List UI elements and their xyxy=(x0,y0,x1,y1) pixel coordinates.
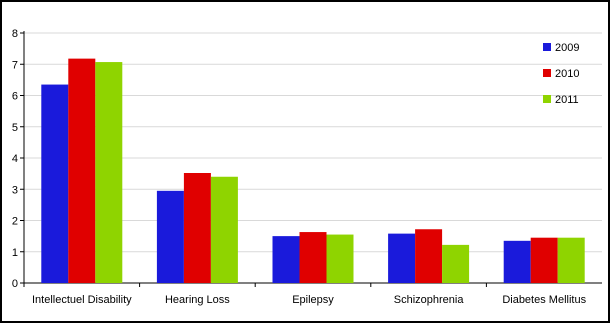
bar-2010-4 xyxy=(530,237,558,283)
y-tick-label: 2 xyxy=(12,216,18,228)
bar-2011-2 xyxy=(326,234,354,283)
y-tick-label: 4 xyxy=(12,153,18,165)
x-tick-label: Hearing Loss xyxy=(165,294,230,306)
bar-2010-0 xyxy=(68,58,96,283)
legend-swatch-2009 xyxy=(543,43,551,51)
bar-2010-2 xyxy=(299,232,327,283)
legend-label-2009: 2009 xyxy=(555,42,579,54)
y-tick-label: 7 xyxy=(12,59,18,71)
legend-label-2011: 2011 xyxy=(555,94,579,106)
y-tick-label: 1 xyxy=(12,247,18,259)
bar-2010-1 xyxy=(183,173,211,283)
bar-2009-4 xyxy=(503,240,531,283)
bar-2009-3 xyxy=(388,233,416,283)
y-tick-label: 0 xyxy=(12,278,18,290)
legend-label-2010: 2010 xyxy=(555,68,579,80)
bar-2009-0 xyxy=(41,84,69,283)
x-tick-label: Diabetes Mellitus xyxy=(502,294,586,306)
x-tick-label: Epilepsy xyxy=(292,294,334,306)
bar-2010-3 xyxy=(415,229,443,283)
bar-2011-0 xyxy=(95,62,123,283)
bar-2011-3 xyxy=(442,244,470,283)
y-tick-label: 6 xyxy=(12,91,18,103)
legend-swatch-2010 xyxy=(543,69,551,77)
y-tick-label: 3 xyxy=(12,184,18,196)
y-tick-label: 5 xyxy=(12,122,18,134)
bar-2011-4 xyxy=(557,237,585,283)
legend-swatch-2011 xyxy=(543,95,551,103)
tick-labels: 0 1 2 3 4 5 6 7 8 Intellectuel Disability Hearing … xyxy=(12,28,587,306)
bar-2009-2 xyxy=(272,236,300,283)
x-tick-label: Schizophrenia xyxy=(394,294,465,306)
bar-2011-1 xyxy=(210,176,238,283)
bars xyxy=(41,58,585,283)
legend: 2009 2010 2011 xyxy=(543,42,579,106)
x-tick-label: Intellectuel Disability xyxy=(32,294,132,306)
bar-2009-1 xyxy=(156,190,184,283)
y-tick-label: 8 xyxy=(12,28,18,40)
